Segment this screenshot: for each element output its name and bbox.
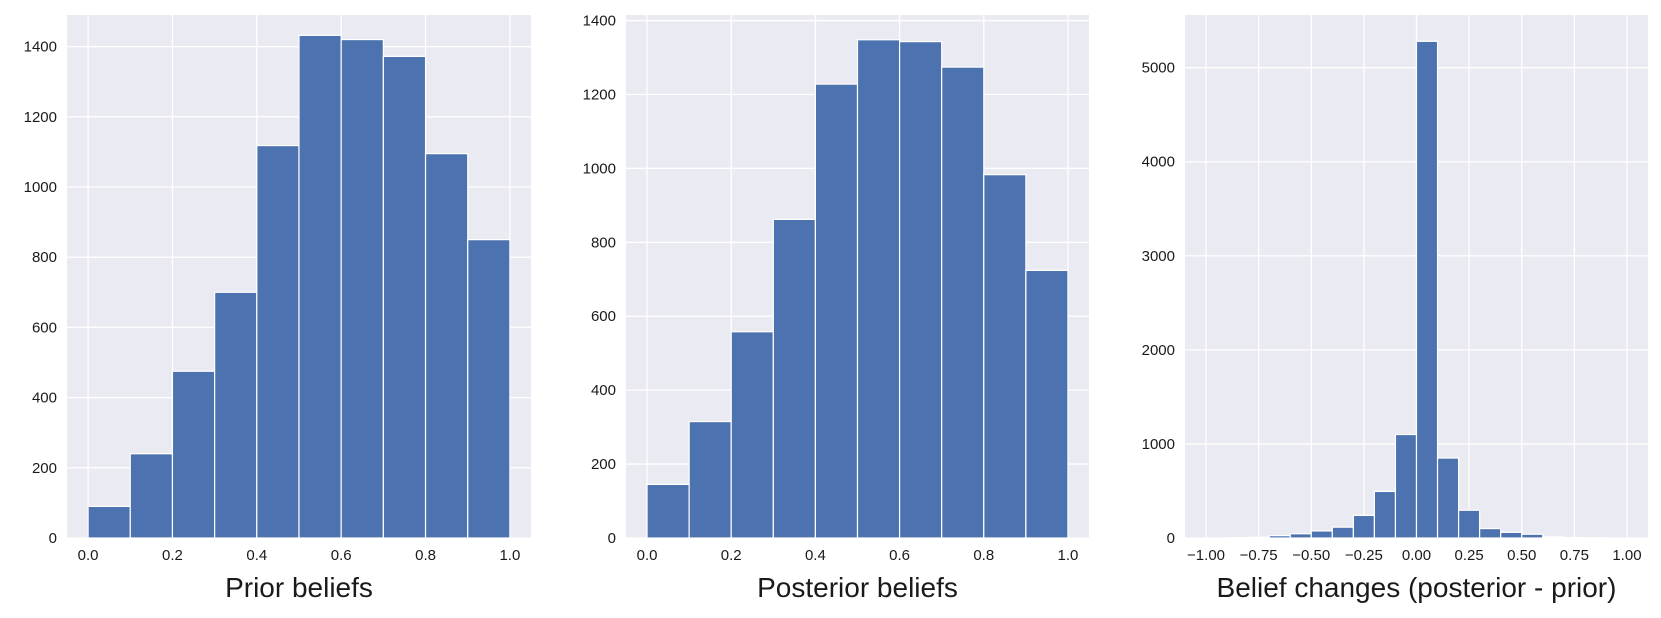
change-bar-12 xyxy=(1457,509,1481,539)
change-y-tick-label-5: 5000 xyxy=(1142,60,1175,77)
posterior-bar-8 xyxy=(983,174,1027,539)
prior-bar-6 xyxy=(340,38,384,539)
prior-y-tick-label-5: 1000 xyxy=(24,179,57,196)
posterior-x-tick-label-5: 1.0 xyxy=(1058,547,1079,564)
posterior-x-tick-label-1: 0.2 xyxy=(721,547,742,564)
posterior-bar-9 xyxy=(1025,269,1069,539)
prior-bar-3 xyxy=(214,291,258,539)
posterior-beliefs-histogram: 0.0 0.2 0.4 0.6 0.8 1.0 0 200 400 600 800 1000 1200 1… xyxy=(583,13,1089,603)
prior-x-axis-label: Prior beliefs xyxy=(225,572,373,603)
change-x-tick-label-6: 0.50 xyxy=(1507,547,1536,564)
posterior-y-tick-label-5: 1000 xyxy=(583,160,616,177)
prior-y-tick-label-6: 1200 xyxy=(24,109,57,126)
change-bar-13 xyxy=(1479,527,1502,539)
posterior-y-tick-label-6: 1200 xyxy=(583,86,616,103)
change-bar-6 xyxy=(1331,526,1354,539)
change-x-tick-label-1: −0.75 xyxy=(1240,547,1278,564)
prior-y-tick-label-0: 0 xyxy=(49,530,57,547)
posterior-x-tick-label-3: 0.6 xyxy=(889,547,910,564)
change-y-tick-label-3: 3000 xyxy=(1142,248,1175,265)
prior-x-tick-label-5: 1.0 xyxy=(499,547,520,564)
prior-bar-9 xyxy=(467,239,511,539)
prior-bar-1 xyxy=(129,453,174,539)
change-bar-10 xyxy=(1415,40,1439,539)
prior-y-tick-label-7: 1400 xyxy=(24,39,57,56)
prior-x-tick-label-4: 0.8 xyxy=(415,547,436,564)
prior-y-tick-label-2: 400 xyxy=(32,390,57,407)
posterior-bar-6 xyxy=(898,41,943,539)
prior-y-tick-label-3: 600 xyxy=(32,319,57,336)
posterior-y-tick-label-0: 0 xyxy=(608,530,616,547)
change-x-tick-label-8: 1.00 xyxy=(1612,547,1641,564)
change-bar-16 xyxy=(1542,536,1565,539)
posterior-bar-7 xyxy=(941,66,985,539)
posterior-bar-5 xyxy=(856,39,901,539)
posterior-bar-0 xyxy=(646,483,690,539)
posterior-y-tick-label-1: 200 xyxy=(591,456,616,473)
prior-bar-7 xyxy=(382,55,427,539)
change-y-tick-label-1: 1000 xyxy=(1142,436,1175,453)
change-bar-15 xyxy=(1521,533,1544,539)
prior-x-tick-label-1: 0.2 xyxy=(162,547,183,564)
posterior-y-tick-label-4: 800 xyxy=(591,234,616,251)
prior-bar-4 xyxy=(256,144,300,539)
change-x-tick-label-5: 0.25 xyxy=(1455,547,1484,564)
change-x-tick-label-4: 0.00 xyxy=(1402,547,1431,564)
prior-bar-5 xyxy=(298,34,342,539)
change-x-tick-label-7: 0.75 xyxy=(1560,547,1589,564)
prior-x-tick-label-0: 0.0 xyxy=(78,547,99,564)
change-x-tick-label-2: −0.50 xyxy=(1292,547,1330,564)
change-bar-4 xyxy=(1289,533,1312,539)
prior-bar-2 xyxy=(171,370,216,539)
posterior-x-tick-label-0: 0.0 xyxy=(637,547,658,564)
prior-y-tick-label-1: 200 xyxy=(32,460,57,477)
change-bar-2 xyxy=(1247,536,1270,539)
prior-bar-8 xyxy=(424,153,469,539)
prior-bar-0 xyxy=(87,505,131,539)
posterior-y-tick-label-3: 600 xyxy=(591,308,616,325)
change-y-tick-label-2: 2000 xyxy=(1142,342,1175,359)
change-y-tick-label-0: 0 xyxy=(1167,530,1175,547)
change-y-tick-label-4: 4000 xyxy=(1142,154,1175,171)
prior-y-tick-label-4: 800 xyxy=(32,249,57,266)
belief-changes-histogram: −1.00 −0.75 −0.50 −0.25 0.00 0.25 0.50 0.75 1.00… xyxy=(1142,15,1648,603)
prior-beliefs-histogram: 0.0 0.2 0.4 0.6 0.8 1.0 0 200 400 600 800 1000 1200 1… xyxy=(24,15,531,603)
change-bar-3 xyxy=(1268,535,1291,539)
posterior-bar-4 xyxy=(814,83,859,539)
change-bar-9 xyxy=(1394,433,1418,539)
change-x-tick-label-0: −1.00 xyxy=(1187,547,1225,564)
change-bar-7 xyxy=(1352,514,1376,539)
change-bar-8 xyxy=(1373,490,1397,539)
posterior-bar-3 xyxy=(772,218,817,539)
posterior-bar-2 xyxy=(730,331,774,539)
posterior-y-tick-label-7: 1400 xyxy=(583,13,616,30)
prior-x-tick-label-3: 0.6 xyxy=(331,547,352,564)
change-bar-11 xyxy=(1436,457,1460,539)
change-x-tick-label-3: −0.25 xyxy=(1345,547,1383,564)
posterior-bar-1 xyxy=(688,420,732,539)
posterior-x-tick-label-2: 0.4 xyxy=(805,547,826,564)
prior-x-tick-label-2: 0.4 xyxy=(246,547,267,564)
change-bar-14 xyxy=(1500,531,1523,539)
posterior-y-tick-label-2: 400 xyxy=(591,382,616,399)
change-x-axis-label: Belief changes (posterior - prior) xyxy=(1217,572,1617,603)
posterior-x-axis-label: Posterior beliefs xyxy=(757,572,958,603)
posterior-x-tick-label-4: 0.8 xyxy=(973,547,994,564)
change-bar-5 xyxy=(1310,530,1333,539)
